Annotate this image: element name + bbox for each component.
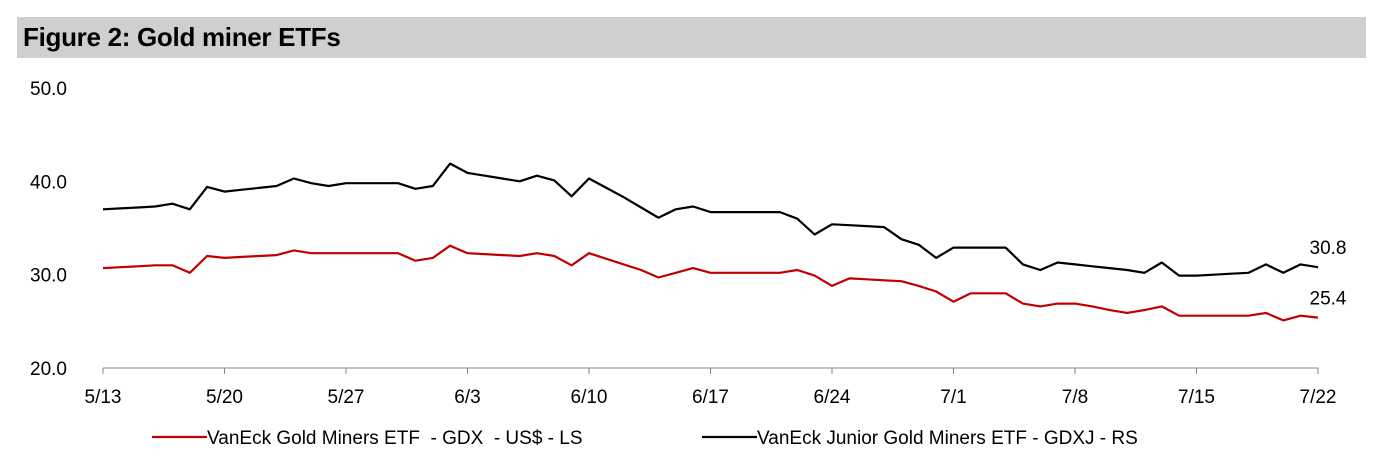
y-tick-label: 30.0 (30, 266, 67, 287)
x-tick-label: 7/22 (1300, 387, 1337, 408)
x-tick-label: 7/15 (1178, 387, 1215, 408)
figure-title-bar: Figure 2: Gold miner ETFs (17, 17, 1366, 58)
x-tick-label: 6/3 (454, 387, 480, 408)
figure-title: Figure 2: Gold miner ETFs (23, 22, 341, 52)
gdx-end-label: 25.4 (1310, 289, 1347, 310)
legend: VanEck Gold Miners ETF - GDX - US$ - LS V… (152, 428, 1138, 449)
x-tick-label: 7/1 (940, 387, 966, 408)
series-lines: 25.4 30.8 (102, 162, 1347, 322)
y-tick-label: 40.0 (30, 172, 67, 193)
x-tick-label: 5/27 (328, 387, 365, 408)
x-axis: 5/13 5/20 5/27 6/3 6/10 6/17 6/24 7/1 7/8 7/15 7/2… (85, 367, 1337, 408)
x-tick-label: 5/13 (85, 387, 122, 408)
legend-label: VanEck Junior Gold Miners ETF - GDXJ - R… (757, 428, 1138, 449)
y-axis: 20.0 30.0 40.0 50.0 (30, 79, 67, 380)
gdxj-line (102, 162, 1319, 277)
legend-label: VanEck Gold Miners ETF - GDX - US$ - LS (207, 428, 583, 449)
x-tick-label: 7/8 (1062, 387, 1088, 408)
x-tick-label: 6/24 (814, 387, 851, 408)
x-tick-label: 5/20 (206, 387, 243, 408)
gdx-line (102, 244, 1319, 322)
x-tick-label: 6/17 (692, 387, 729, 408)
y-tick-label: 20.0 (30, 359, 67, 380)
x-tick-label: 6/10 (571, 387, 608, 408)
y-tick-label: 50.0 (30, 79, 67, 100)
gdxj-end-label: 30.8 (1310, 238, 1347, 259)
